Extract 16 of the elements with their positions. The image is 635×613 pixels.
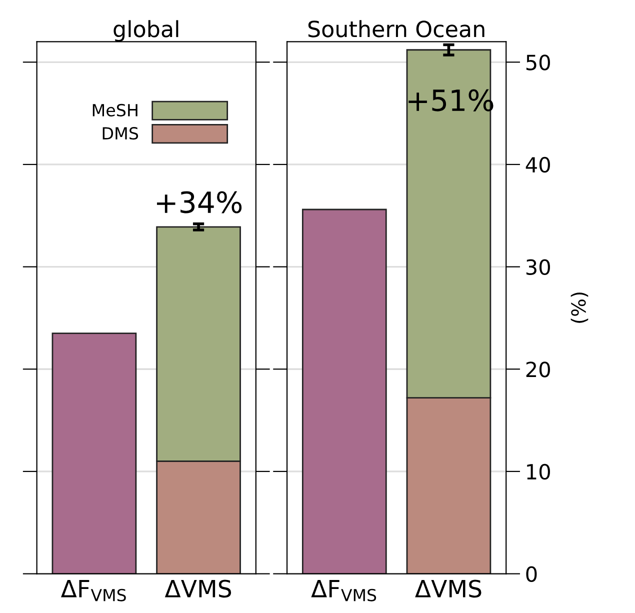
legend-label: MeSH [92, 104, 138, 116]
chart-title: global [114, 20, 178, 42]
y-tick-label: 40 [526, 156, 550, 173]
legend-label: DMS [102, 127, 138, 140]
y-tick-label: 0 [526, 566, 537, 582]
y-tick-label: 50 [526, 54, 550, 70]
x-tick-label: ΔF$_{VMS}$ [60, 580, 126, 602]
x-tick-label: ΔF$_{VMS}$ [311, 580, 376, 602]
y-tick-label: 10 [527, 464, 550, 480]
chart-title: Southern Ocean [308, 20, 484, 38]
y-tick-label: 20 [526, 362, 550, 378]
x-tick-label: ΔVMS [164, 580, 232, 598]
y-axis-title: (%) [570, 292, 588, 323]
y-tick-label: 30 [526, 259, 550, 276]
annotation: +34% [156, 191, 242, 214]
x-tick-label: ΔVMS [415, 580, 482, 598]
